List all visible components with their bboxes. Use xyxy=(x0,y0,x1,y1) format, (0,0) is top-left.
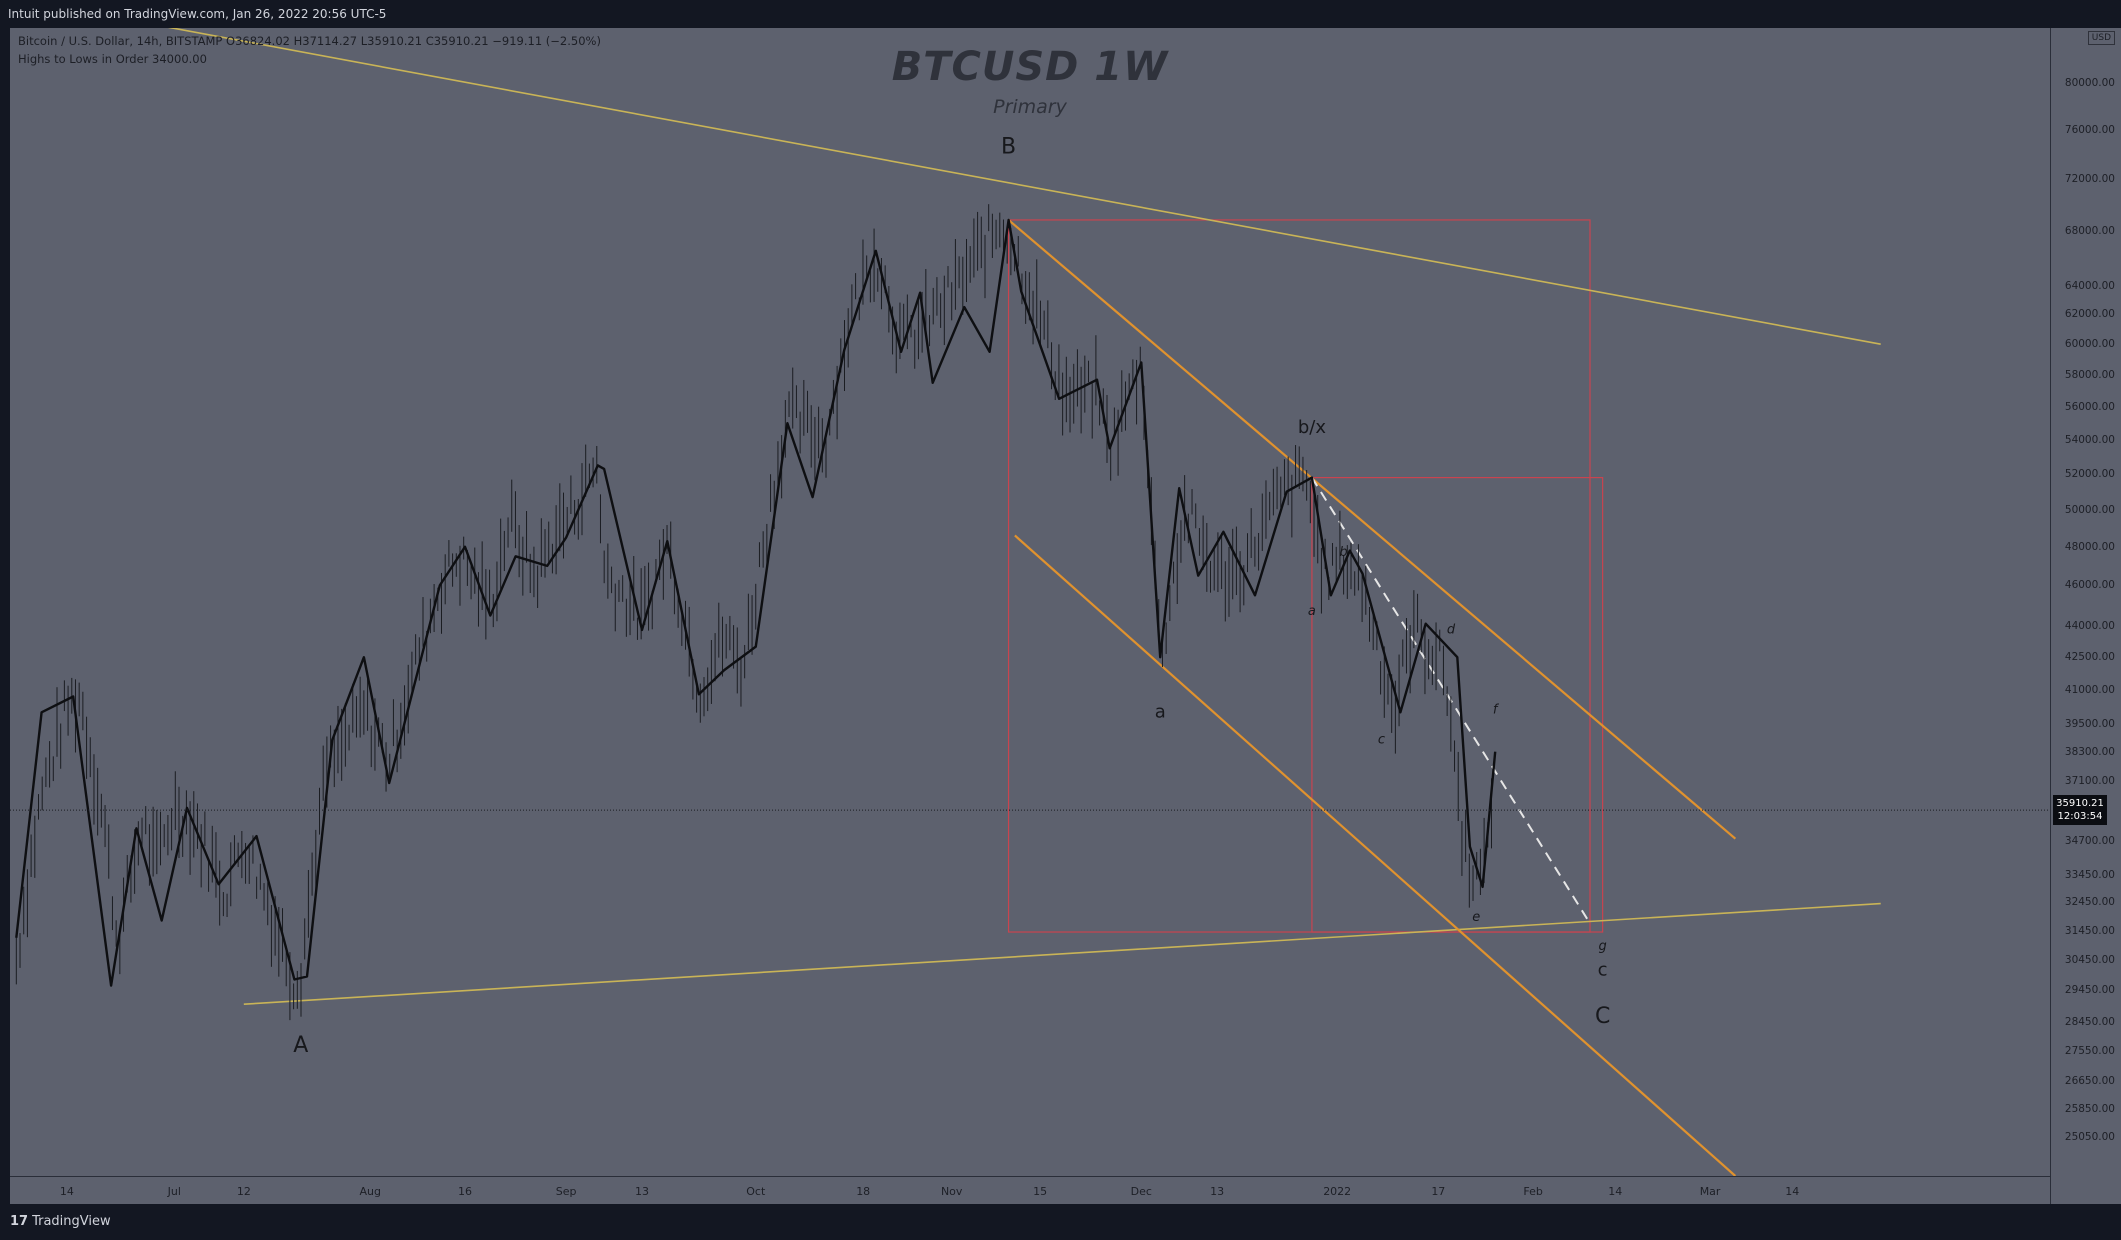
trendline-lower-yellow[interactable] xyxy=(243,902,1881,1006)
published-text: Intuit published on TradingView.com, Jan… xyxy=(8,7,387,21)
time-tick-label: Mar xyxy=(1699,1185,1721,1198)
price-tick-label: 60000.00 xyxy=(2064,338,2115,351)
price-tick-label: 27550.00 xyxy=(2064,1044,2115,1057)
price-tick-label: 29450.00 xyxy=(2064,984,2115,997)
wave-label: b/x xyxy=(1298,417,1326,438)
symbol-legend: Bitcoin / U.S. Dollar, 14h, BITSTAMP O36… xyxy=(18,34,601,48)
wave-label: b xyxy=(1339,545,1347,560)
published-header: Intuit published on TradingView.com, Jan… xyxy=(0,0,2121,28)
footer-bar: 17 TradingView xyxy=(0,1204,2121,1240)
last-price-tag: 35910.21 12:03:54 xyxy=(2053,795,2107,826)
time-tick-label: 13 xyxy=(635,1185,649,1198)
wave-label: C xyxy=(1595,1004,1610,1029)
tradingview-logo-icon: 17 xyxy=(10,1214,29,1229)
price-tick-label: 58000.00 xyxy=(2064,368,2115,381)
time-tick-label: 18 xyxy=(856,1185,871,1198)
wave-label: c xyxy=(1378,732,1385,747)
price-tick-label: 38300.00 xyxy=(2064,745,2115,758)
price-tick-label: 28450.00 xyxy=(2064,1015,2115,1028)
price-tick-label: 68000.00 xyxy=(2064,224,2115,237)
price-tick-label: 62000.00 xyxy=(2064,308,2115,321)
price-tick-label: 26650.00 xyxy=(2064,1074,2115,1087)
price-tick-label: 44000.00 xyxy=(2064,619,2115,632)
time-tick-label: Jul xyxy=(167,1185,181,1198)
wave-box-2[interactable] xyxy=(1311,476,1604,933)
price-tick-label: 25050.00 xyxy=(2064,1131,2115,1144)
time-tick-label: Sep xyxy=(555,1185,577,1198)
price-tick-label: 80000.00 xyxy=(2064,77,2115,90)
time-tick-label: Aug xyxy=(359,1185,381,1198)
time-tick-label: 17 xyxy=(1431,1185,1446,1198)
time-tick-label: 13 xyxy=(1210,1185,1225,1198)
price-axis[interactable]: USD 35910.21 12:03:54 80000.00 76000.00 72… xyxy=(2050,28,2121,1204)
ohlc-bars xyxy=(15,204,1493,1021)
wave-label: a xyxy=(1155,701,1166,722)
wave-box-1[interactable] xyxy=(1007,219,1591,933)
price-tick-label: 41000.00 xyxy=(2064,683,2115,696)
price-tick-label: 31450.00 xyxy=(2064,924,2115,937)
time-tick-label: 14 xyxy=(59,1185,74,1198)
time-axis[interactable]: 14 Jul 12 Aug 16 Sep 13 Oct 18 Nov 15 Dec 13 2022 17 Fe… xyxy=(10,1176,2050,1204)
price-tick-label: 48000.00 xyxy=(2064,540,2115,553)
wave-label: c xyxy=(1598,959,1608,980)
price-tick-label: 42500.00 xyxy=(2064,651,2115,664)
wave-label: B xyxy=(1001,135,1016,160)
price-tick-label: 34700.00 xyxy=(2064,835,2115,848)
price-tick-label: 54000.00 xyxy=(2064,433,2115,446)
trendline-orange-lower[interactable] xyxy=(1014,534,1737,1176)
highs-to-lows-line[interactable] xyxy=(15,218,1497,987)
price-tick-label: 76000.00 xyxy=(2064,123,2115,136)
wave-label: a xyxy=(1308,604,1316,619)
currency-badge[interactable]: USD xyxy=(2087,31,2115,45)
price-tick-label: 64000.00 xyxy=(2064,279,2115,292)
wave-label: f xyxy=(1493,703,1500,718)
bar-countdown: 12:03:54 xyxy=(2057,811,2103,823)
wave-label: e xyxy=(1472,910,1480,925)
trendline-upper-yellow[interactable] xyxy=(92,28,1881,345)
time-tick-label: 15 xyxy=(1033,1185,1048,1198)
time-tick-label: Nov xyxy=(940,1185,963,1198)
price-tick-label: 33450.00 xyxy=(2064,868,2115,881)
price-tick-label: 52000.00 xyxy=(2064,468,2115,481)
wave-label: g xyxy=(1599,939,1607,954)
footer-brand: TradingView xyxy=(32,1214,111,1229)
price-tick-label: 50000.00 xyxy=(2064,503,2115,516)
wave-label: d xyxy=(1447,622,1456,637)
wave-label: A xyxy=(293,1033,308,1058)
price-tick-label: 25850.00 xyxy=(2064,1102,2115,1115)
time-tick-label: Oct xyxy=(746,1185,766,1198)
price-tick-label: 39500.00 xyxy=(2064,717,2115,730)
time-tick-label: 2022 xyxy=(1323,1185,1352,1198)
price-tick-label: 46000.00 xyxy=(2064,579,2115,592)
price-tick-label: 30450.00 xyxy=(2064,953,2115,966)
trendline-orange-upper[interactable] xyxy=(1007,219,1737,840)
time-tick-label: Feb xyxy=(1523,1185,1543,1198)
price-tick-label: 72000.00 xyxy=(2064,172,2115,185)
time-tick-label: 16 xyxy=(458,1185,473,1198)
price-tick-label: 56000.00 xyxy=(2064,400,2115,413)
chart-subtitle: Primary xyxy=(993,96,1067,118)
time-tick-label: 14 xyxy=(1608,1185,1623,1198)
indicator-legend: Highs to Lows in Order 34000.00 xyxy=(18,52,207,66)
time-tick-label: Dec xyxy=(1130,1185,1152,1198)
time-tick-label: 12 xyxy=(236,1185,251,1198)
last-price: 35910.21 xyxy=(2056,798,2104,810)
time-tick-label: 14 xyxy=(1785,1185,1800,1198)
chart-title: BTCUSD 1W xyxy=(891,44,1169,90)
price-tick-label: 32450.00 xyxy=(2064,896,2115,909)
price-tick-label: 37100.00 xyxy=(2064,774,2115,787)
